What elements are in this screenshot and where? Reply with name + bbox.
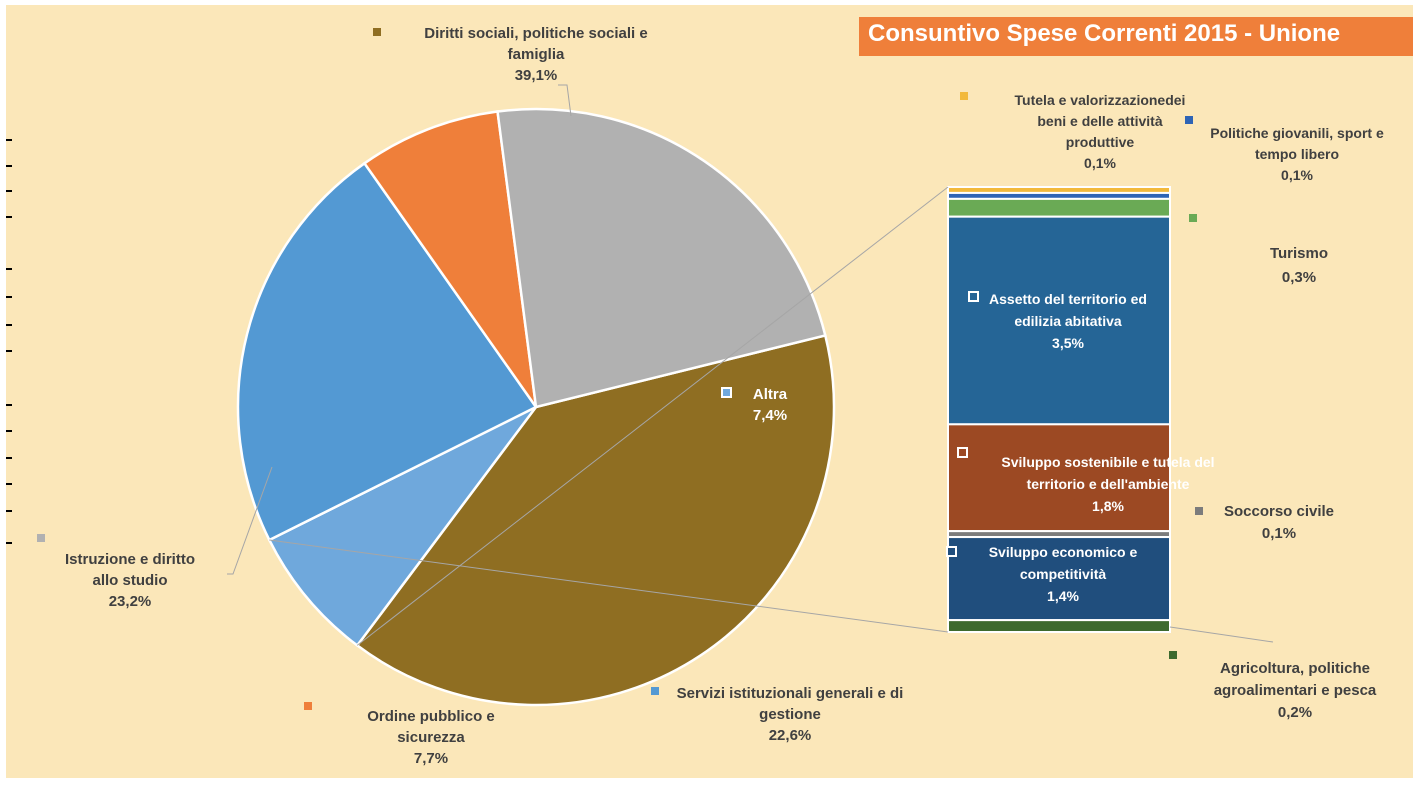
value-label: 23,2%: [109, 593, 152, 610]
data-label-agricoltura-politiche-agroalimentari-e-p: Agricoltura, politiche agroalimentari e p…: [1169, 651, 1377, 721]
category-label: gestione: [759, 706, 821, 723]
leader-line: [227, 466, 273, 575]
category-label: allo studio: [93, 572, 168, 589]
left-tick-mark: [6, 483, 12, 485]
category-label: Tutela e valorizzazionedei: [1015, 92, 1186, 108]
data-label-diritti-sociali-politiche-sociali-e-fami: Diritti sociali, politiche sociali e fami…: [373, 25, 648, 84]
data-label-assetto-del-territorio-ed-edilizia-abita: Assetto del territorio ed edilizia abitat…: [968, 291, 1147, 351]
category-label: beni e delle attività: [1037, 113, 1162, 129]
value-label: 0,1%: [1262, 525, 1296, 542]
value-label: 39,1%: [515, 67, 558, 84]
legend-marker: [37, 534, 45, 542]
value-label: 0,1%: [1281, 167, 1313, 183]
category-label: territorio e dell'ambiente: [1027, 476, 1190, 492]
category-label: Sviluppo sostenibile e tutela del: [1001, 454, 1214, 470]
data-label-soccorso-civile: Soccorso civile 0,1%: [1195, 503, 1334, 542]
category-label: tempo libero: [1255, 146, 1339, 162]
chart-title: Consuntivo Spese Correnti 2015 - Unione: [868, 20, 1341, 47]
left-tick-mark: [6, 324, 12, 326]
data-label-sviluppo-economico-e-competitivita: Sviluppo economico e competitività 1,4%: [946, 544, 1138, 604]
title-banner: Consuntivo Spese Correnti 2015 - Unione: [859, 17, 1413, 56]
pie-slice-altra: [267, 405, 538, 648]
data-label-istruzione-e-diritto-allo-studio: Istruzione e diritto allo studio 23,2%: [37, 534, 195, 610]
left-tick-mark: [6, 216, 12, 218]
legend-marker: [957, 447, 968, 458]
left-tick-mark: [6, 430, 12, 432]
pie-slice-ordine-pubblico-e-sicurezza: [362, 110, 538, 408]
left-tick-mark: [6, 457, 12, 459]
pie-slice-istruzione-e-diritto-allo-studio: [496, 107, 827, 409]
bar-segment-agricoltura-politiche-agroalimentari-e-p: [947, 619, 1171, 634]
value-label: 0,2%: [1278, 704, 1312, 721]
data-label-ordine-pubblico-e-sicurezza: Ordine pubblico e sicurezza 7,7%: [304, 702, 495, 767]
category-label: competitività: [1020, 566, 1107, 582]
data-label-turismo: Turismo 0,3%: [1189, 214, 1328, 286]
category-label: produttive: [1066, 134, 1135, 150]
category-label: sicurezza: [397, 729, 465, 746]
legend-marker: [373, 28, 381, 36]
legend-marker: [721, 387, 732, 398]
left-tick-mark: [6, 542, 12, 544]
legend-marker: [946, 546, 957, 557]
category-label: Turismo: [1270, 245, 1328, 262]
category-label: Politiche giovanili, sport e: [1210, 125, 1384, 141]
category-label: Sviluppo economico e: [989, 544, 1138, 560]
category-label: Ordine pubblico e: [367, 708, 495, 725]
left-tick-mark: [6, 296, 12, 298]
value-label: 7,4%: [753, 407, 787, 424]
value-label: 7,7%: [414, 750, 448, 767]
value-label: 1,4%: [1047, 588, 1079, 604]
data-label-politiche-giovanili-sport-e-tempo-libero: Politiche giovanili, sport e tempo libero…: [1185, 116, 1384, 183]
legend-marker: [968, 291, 979, 302]
pie-slice-diritti-sociali-politiche-sociali-e-fami: [355, 333, 836, 707]
left-tick-mark: [6, 268, 12, 270]
chart-area: Diritti sociali, politiche sociali e fami…: [6, 5, 1413, 778]
value-label: 1,8%: [1092, 498, 1124, 514]
legend-marker: [1185, 116, 1193, 124]
left-tick-mark: [6, 139, 12, 141]
left-tick-mark: [6, 165, 12, 167]
category-label: Altra: [753, 386, 788, 403]
category-label: Soccorso civile: [1224, 503, 1334, 520]
leader-line: [1169, 626, 1274, 643]
left-tick-mark: [6, 404, 12, 406]
category-label: Istruzione e diritto: [65, 551, 195, 568]
value-label: 22,6%: [769, 727, 812, 744]
category-label: Agricoltura, politiche: [1220, 660, 1370, 677]
leader-line: [558, 84, 572, 117]
category-label: edilizia abitativa: [1014, 313, 1122, 329]
data-label-sviluppo-sostenibile-e-tutela-del-territ: Sviluppo sostenibile e tutela del territo…: [957, 447, 1215, 514]
value-label: 0,3%: [1282, 269, 1316, 286]
left-tick-mark: [6, 350, 12, 352]
value-label: 0,1%: [1084, 155, 1116, 171]
category-label: Diritti sociali, politiche sociali e: [424, 25, 647, 42]
value-label: 3,5%: [1052, 335, 1084, 351]
legend-marker: [960, 92, 968, 100]
pie-slice-servizi-istituzionali-generali-e-di-gest: [236, 161, 538, 542]
category-label: Servizi istituzionali generali e di: [677, 685, 904, 702]
legend-marker: [1189, 214, 1197, 222]
data-label-tutela-e-valorizzazionedei-beni-e-delle-: Tutela e valorizzazionedei beni e delle a…: [960, 92, 1185, 171]
category-label: agroalimentari e pesca: [1214, 682, 1377, 699]
bar-of-pie-chart: Diritti sociali, politiche sociali e fami…: [37, 25, 1384, 767]
legend-marker: [304, 702, 312, 710]
bar-segment-sviluppo-sostenibile-e-tutela-del-territ: [947, 423, 1171, 533]
bar-segment-assetto-del-territorio-ed-edilizia-abita: [947, 215, 1171, 426]
legend-marker: [1169, 651, 1177, 659]
category-label: famiglia: [508, 46, 565, 63]
bar-segment-turismo: [947, 197, 1171, 218]
legend-marker: [1195, 507, 1203, 515]
connector-line-top: [356, 186, 949, 646]
category-label: Assetto del territorio ed: [989, 291, 1147, 307]
left-tick-mark: [6, 510, 12, 512]
connector-line-bottom: [269, 539, 949, 633]
data-label-altra: Altra 7,4%: [721, 386, 788, 424]
data-label-servizi-istituzionali-generali-e-di-gest: Servizi istituzionali generali e di gesti…: [651, 685, 903, 744]
legend-marker: [651, 687, 659, 695]
left-tick-mark: [6, 190, 12, 192]
